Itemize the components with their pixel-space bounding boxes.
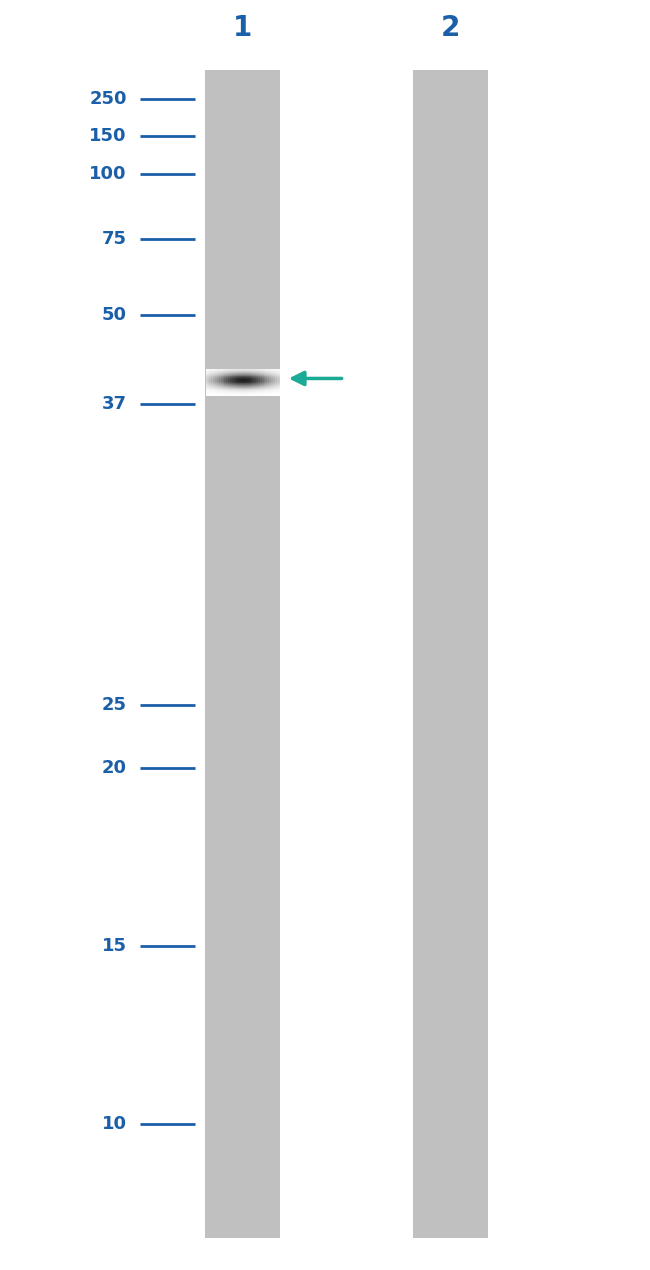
Bar bbox=[205, 70, 280, 1238]
Text: 2: 2 bbox=[441, 14, 460, 42]
Text: 20: 20 bbox=[102, 759, 127, 777]
Text: 250: 250 bbox=[89, 90, 127, 108]
Bar bbox=[413, 70, 488, 1238]
Text: 25: 25 bbox=[102, 696, 127, 714]
Text: 150: 150 bbox=[89, 127, 127, 145]
Text: 1: 1 bbox=[233, 14, 252, 42]
Text: 10: 10 bbox=[102, 1115, 127, 1133]
Text: 37: 37 bbox=[102, 395, 127, 413]
Text: 100: 100 bbox=[89, 165, 127, 183]
Text: 15: 15 bbox=[102, 937, 127, 955]
Text: 75: 75 bbox=[102, 230, 127, 248]
Text: 50: 50 bbox=[102, 306, 127, 324]
